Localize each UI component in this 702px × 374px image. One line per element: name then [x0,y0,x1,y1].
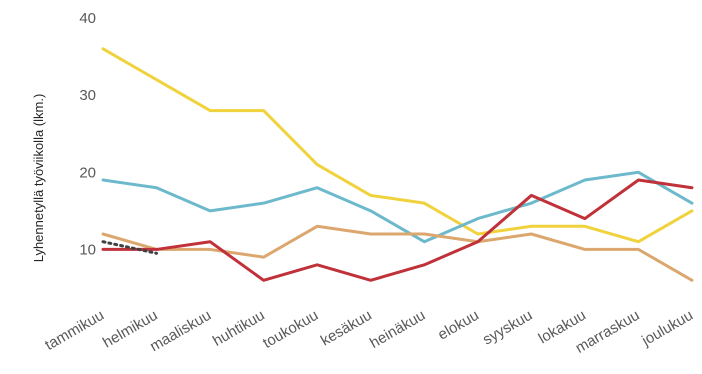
x-tick-label: joulukuu [638,307,696,350]
y-axis-label-group: Lyhennetyllä työviikolla (lkm.) [31,94,46,263]
series-group [101,47,694,282]
y-tick-label: 10 [79,241,96,258]
x-axis-ticks: tammikuuhelmikuumaaliskuuhuhtikuutoukoku… [42,307,696,357]
y-tick-label: 30 [79,87,96,104]
x-tick-label: maaliskuu [147,307,214,355]
x-tick-label: elokuu [435,307,482,344]
x-tick-label: kesäkuu [318,307,375,350]
series-line-4 [101,178,694,282]
x-tick-label: syyskuu [480,307,535,349]
series-line-1 [101,47,694,244]
x-tick-label: tammikuu [42,307,107,354]
y-tick-label: 40 [79,10,96,27]
y-axis-label: Lyhennetyllä työviikolla (lkm.) [31,94,46,263]
series-line-2 [101,170,694,244]
y-tick-label: 20 [79,164,96,181]
x-tick-label: heinäkuu [367,307,428,352]
series-line-3 [101,224,694,282]
x-tick-label: toukokuu [260,307,321,352]
x-tick-label: huhtikuu [210,307,268,350]
y-axis-ticks: 10 20 30 40 [79,10,96,258]
series-line-5 [101,240,159,255]
